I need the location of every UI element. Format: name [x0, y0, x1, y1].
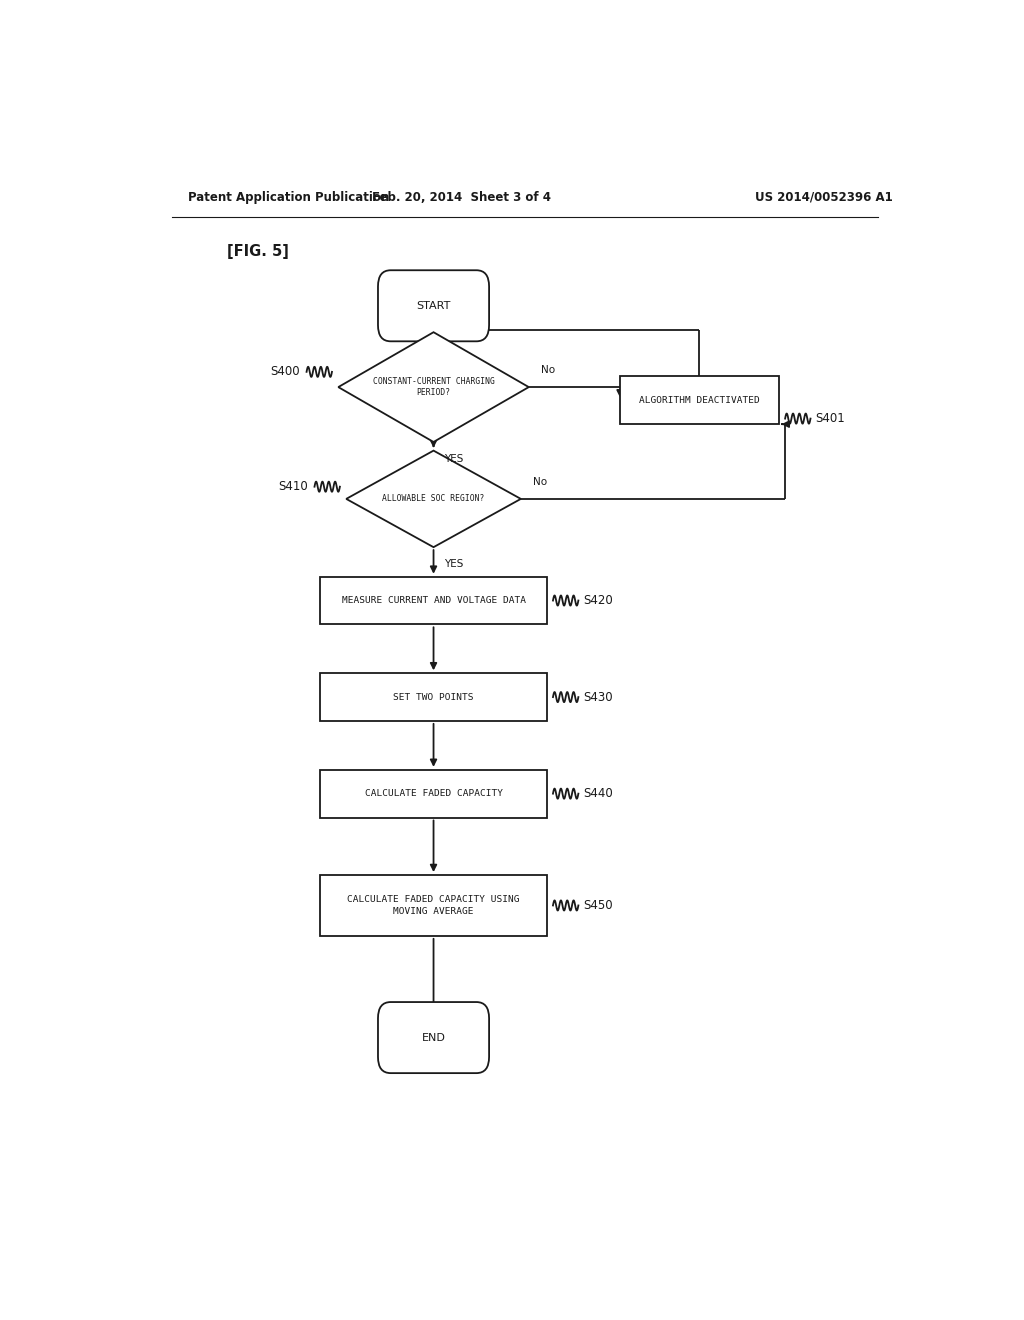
Text: MEASURE CURRENT AND VOLTAGE DATA: MEASURE CURRENT AND VOLTAGE DATA: [342, 597, 525, 605]
Bar: [321, 770, 547, 817]
Text: CALCULATE FADED CAPACITY USING
MOVING AVERAGE: CALCULATE FADED CAPACITY USING MOVING AV…: [347, 895, 520, 916]
FancyBboxPatch shape: [378, 271, 489, 342]
Text: S420: S420: [583, 594, 613, 607]
Text: SET TWO POINTS: SET TWO POINTS: [393, 693, 474, 702]
Text: S401: S401: [815, 412, 845, 425]
Text: YES: YES: [443, 560, 463, 569]
Text: CONSTANT-CURRENT CHARGING
PERIOD?: CONSTANT-CURRENT CHARGING PERIOD?: [373, 378, 495, 397]
Text: S450: S450: [583, 899, 612, 912]
Text: END: END: [422, 1032, 445, 1043]
Bar: [620, 376, 778, 424]
Text: US 2014/0052396 A1: US 2014/0052396 A1: [755, 190, 893, 203]
Polygon shape: [346, 450, 521, 548]
Polygon shape: [338, 333, 528, 442]
Text: ALLOWABLE SOC REGION?: ALLOWABLE SOC REGION?: [382, 495, 484, 503]
Text: CALCULATE FADED CAPACITY: CALCULATE FADED CAPACITY: [365, 789, 503, 799]
Text: YES: YES: [443, 454, 463, 465]
Text: Patent Application Publication: Patent Application Publication: [187, 190, 389, 203]
Text: S410: S410: [279, 480, 308, 494]
Text: S440: S440: [583, 787, 613, 800]
Text: Feb. 20, 2014  Sheet 3 of 4: Feb. 20, 2014 Sheet 3 of 4: [372, 190, 551, 203]
Bar: [321, 875, 547, 936]
Text: START: START: [417, 301, 451, 310]
Text: No: No: [532, 477, 547, 487]
Bar: [321, 673, 547, 721]
Text: S430: S430: [583, 690, 612, 704]
Text: S400: S400: [270, 366, 300, 379]
Text: No: No: [541, 364, 555, 375]
Text: [FIG. 5]: [FIG. 5]: [227, 244, 289, 260]
Bar: [321, 577, 547, 624]
FancyBboxPatch shape: [378, 1002, 489, 1073]
Text: ALGORITHM DEACTIVATED: ALGORITHM DEACTIVATED: [639, 396, 760, 405]
